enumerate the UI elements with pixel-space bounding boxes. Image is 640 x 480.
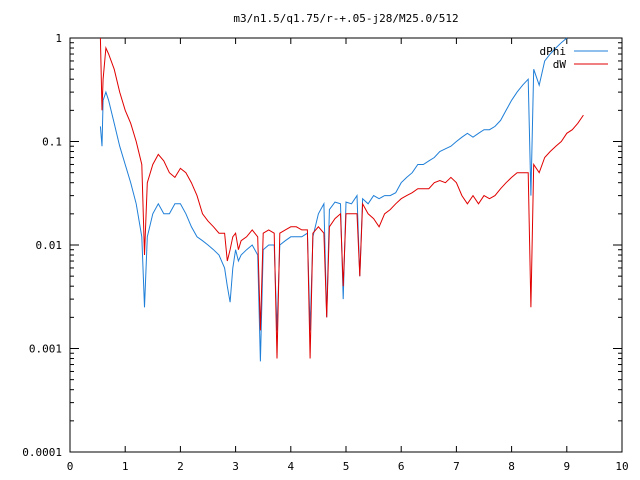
plot-frame [69, 37, 623, 453]
x-tick-label: 1 [122, 460, 129, 473]
y-tick-label: 0.01 [36, 239, 63, 252]
legend-label-1: dPhi [540, 45, 567, 58]
x-tick-label: 5 [343, 460, 350, 473]
x-tick-label: 0 [67, 460, 74, 473]
axis-ticks: 0 1 2 3 4 5 6 7 8 9 10 1 0.1 0.01 0.001 0.0001 [22, 32, 628, 473]
y-tick-label: 1 [55, 32, 62, 45]
chart-title: m3/n1.5/q1.75/r-+.05-j28/M25.0/512 [233, 12, 458, 25]
series-line-1 [99, 37, 568, 362]
x-tick-label: 3 [232, 460, 239, 473]
x-tick-label: 10 [615, 460, 628, 473]
x-tick-label: 7 [453, 460, 460, 473]
y-tick-label: 0.0001 [22, 446, 62, 459]
series-group [99, 37, 584, 362]
y-tick-label: 0.1 [42, 136, 62, 149]
legend-label-2: dW [553, 58, 567, 71]
x-tick-label: 2 [177, 460, 184, 473]
y-tick-label: 0.001 [29, 343, 62, 356]
x-tick-label: 8 [508, 460, 515, 473]
series-line-2 [99, 37, 584, 359]
x-tick-label: 9 [563, 460, 570, 473]
x-tick-label: 6 [398, 460, 405, 473]
x-tick-label: 4 [287, 460, 294, 473]
